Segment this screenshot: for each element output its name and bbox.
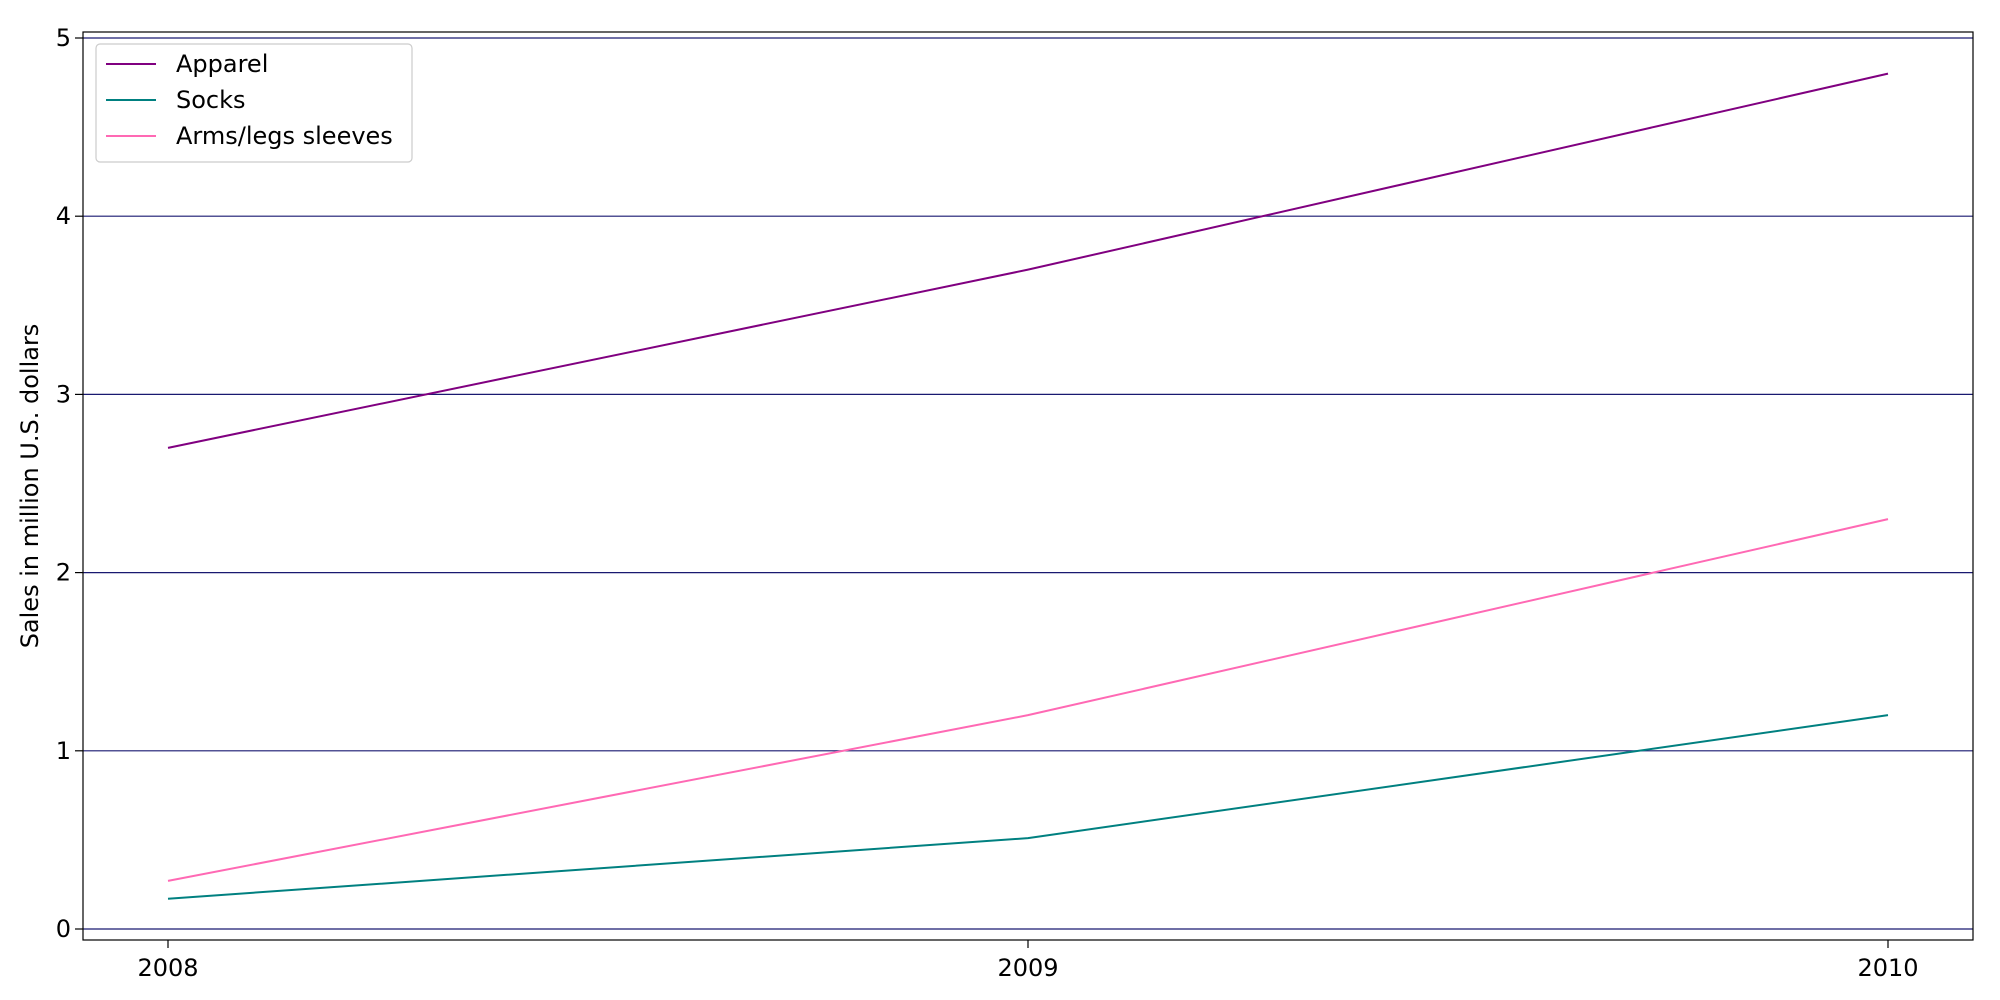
- y-tick-label: 0: [56, 915, 71, 943]
- y-axis-label: Sales in million U.S. dollars: [16, 324, 44, 649]
- series-line-socks: [167, 714, 1889, 900]
- x-axis-ticks: 2008 2009 2010: [137, 940, 1919, 982]
- series-line-apparel: [167, 72, 1889, 449]
- y-tick-label: 3: [56, 380, 71, 408]
- legend-label: Arms/legs sleeves: [176, 122, 393, 150]
- legend: Apparel Socks Arms/legs sleeves: [95, 43, 413, 163]
- legend-label: Apparel: [176, 50, 268, 78]
- x-tick-label: 2009: [997, 954, 1058, 982]
- legend-box: [95, 43, 413, 163]
- gridlines: [83, 37, 1973, 930]
- x-tick-label: 2010: [1857, 954, 1918, 982]
- y-tick-label: 5: [56, 24, 71, 52]
- x-tick-label: 2008: [137, 954, 198, 982]
- plot-frame: [82, 31, 1974, 941]
- y-tick-label: 1: [56, 737, 71, 765]
- y-axis-ticks: 0 1 2 3 4 5: [56, 24, 83, 943]
- series-lines: [167, 72, 1889, 900]
- legend-label: Socks: [176, 86, 246, 114]
- series-line-arms-legs-sleeves: [167, 518, 1889, 882]
- y-tick-label: 4: [56, 202, 71, 230]
- y-tick-label: 2: [56, 559, 71, 587]
